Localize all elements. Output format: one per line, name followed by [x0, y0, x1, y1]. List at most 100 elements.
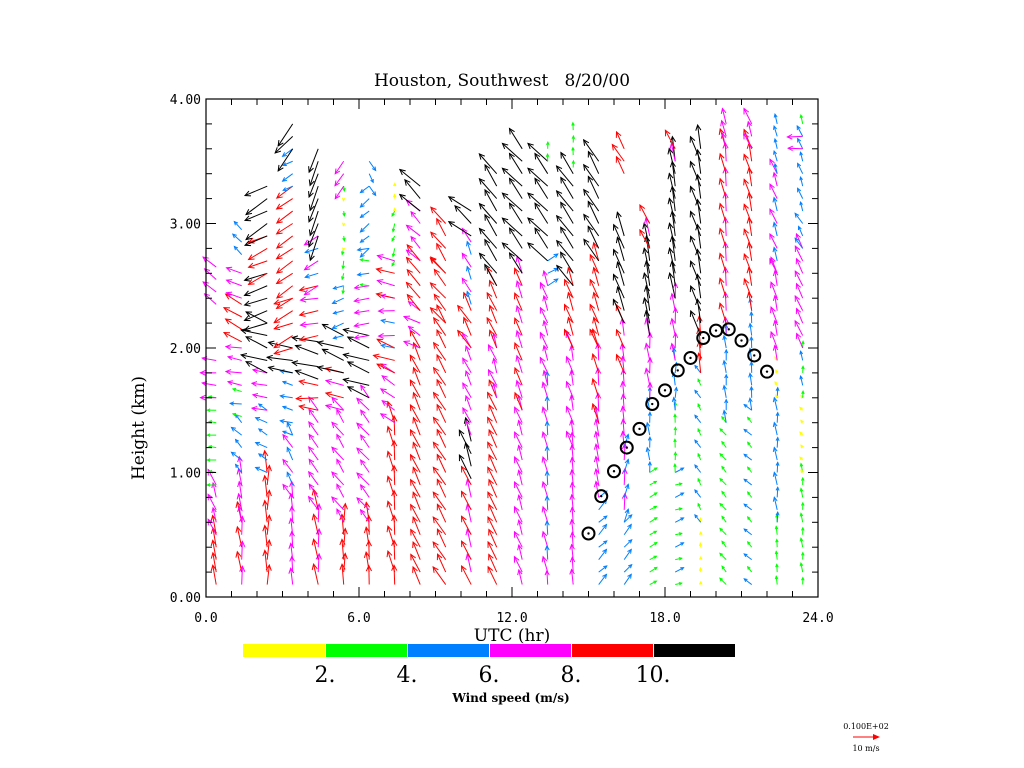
wind-arrow: [275, 285, 294, 299]
wind-arrow: [447, 221, 472, 237]
wind-arrow: [281, 380, 293, 386]
wind-arrow: [257, 453, 268, 461]
wind-arrow: [623, 523, 632, 536]
wind-profile-column: [718, 107, 729, 585]
wind-arrow: [667, 271, 676, 299]
colorbar-label: 10.: [636, 663, 671, 688]
wind-arrow: [250, 381, 268, 387]
wind-arrow: [262, 524, 269, 548]
wind-arrow: [547, 268, 559, 274]
wind-arrow: [797, 137, 804, 150]
wind-arrow: [406, 244, 421, 262]
wind-arrow: [460, 490, 472, 511]
wind-arrow: [769, 158, 778, 174]
wind-arrow: [583, 213, 600, 237]
wind-arrow: [772, 446, 778, 461]
wind-arrow: [795, 282, 804, 299]
wind-arrow: [795, 307, 804, 324]
wind-arrow: [412, 466, 421, 486]
wind-arrow: [569, 456, 576, 473]
wind-arrow: [273, 310, 293, 324]
wind-arrow: [432, 341, 447, 361]
wind-arrow: [746, 266, 753, 286]
wind-arrow: [402, 340, 421, 349]
wind-arrow: [277, 123, 294, 147]
wind-arrow: [534, 177, 549, 199]
boundary-layer-marker: [760, 364, 774, 379]
wind-arrow: [409, 329, 421, 349]
wind-arrow: [230, 426, 243, 436]
wind-arrow: [407, 300, 421, 312]
wind-arrow: [461, 277, 472, 293]
wind-arrow: [356, 272, 370, 277]
wind-profile-column: [743, 107, 754, 585]
reference-vector-value: 0.100E+02: [843, 722, 889, 731]
wind-arrow: [774, 575, 779, 585]
wind-arrow: [799, 113, 804, 125]
wind-arrow: [265, 464, 272, 486]
wind-arrow: [265, 354, 293, 361]
wind-arrow: [409, 379, 421, 399]
wind-arrow: [488, 403, 498, 423]
wind-arrow: [432, 366, 447, 386]
boundary-layer-marker: [581, 526, 596, 541]
wind-arrow: [465, 478, 472, 498]
wind-arrow: [547, 253, 559, 262]
wind-arrow: [342, 247, 346, 252]
colorbar-label: 6.: [479, 663, 500, 688]
wind-arrow: [466, 290, 472, 305]
wind-arrow: [391, 414, 398, 436]
wind-arrow: [799, 200, 804, 212]
wind-arrow: [556, 239, 574, 262]
wind-arrow: [799, 456, 804, 461]
wind-arrow: [243, 235, 268, 247]
wind-arrow: [410, 503, 421, 523]
wind-arrow: [801, 365, 805, 373]
wind-arrow: [308, 433, 319, 448]
wind-arrow: [353, 297, 370, 303]
wind-arrow: [542, 344, 549, 361]
wind-arrow: [719, 527, 727, 536]
wind-arrow: [799, 350, 804, 361]
wind-arrow: [247, 272, 268, 285]
wind-arrow: [488, 453, 498, 473]
wind-arrow: [391, 235, 396, 242]
wind-arrow: [649, 517, 658, 523]
wind-arrow: [569, 369, 575, 386]
wind-arrow: [359, 223, 370, 233]
wind-arrow: [386, 475, 396, 498]
wind-arrow: [308, 198, 319, 223]
wind-profile-column: [664, 129, 685, 586]
wind-arrow: [565, 355, 574, 374]
wind-arrow: [398, 193, 421, 212]
wind-arrow: [484, 263, 498, 286]
wind-arrow: [224, 344, 242, 350]
wind-arrow: [359, 248, 370, 258]
wind-arrow: [623, 563, 633, 573]
wind-arrow: [720, 132, 727, 149]
wind-arrow: [569, 481, 576, 498]
wind-arrow: [226, 355, 242, 361]
wind-arrow: [332, 335, 344, 340]
wind-arrow: [239, 540, 246, 560]
wind-arrow: [341, 260, 345, 270]
wind-arrow: [534, 152, 549, 174]
wind-arrow: [487, 540, 498, 560]
wind-arrow: [698, 580, 703, 585]
wind-arrow: [508, 202, 523, 224]
colorbar-title: Wind speed (m/s): [451, 691, 569, 705]
wind-arrow: [436, 553, 447, 573]
wind-arrow: [541, 530, 549, 548]
wind-arrow: [556, 264, 574, 287]
wind-arrow: [332, 310, 344, 315]
wind-arrow: [769, 208, 778, 224]
wind-arrow: [412, 491, 421, 511]
wind-arrow: [669, 259, 676, 286]
wind-arrow: [386, 400, 396, 423]
wind-arrow: [243, 210, 268, 222]
wind-arrow: [206, 458, 217, 462]
wind-profile-column: [478, 153, 498, 585]
wind-arrow: [598, 523, 608, 536]
wind-arrow: [689, 135, 702, 162]
wind-arrow: [719, 552, 727, 561]
